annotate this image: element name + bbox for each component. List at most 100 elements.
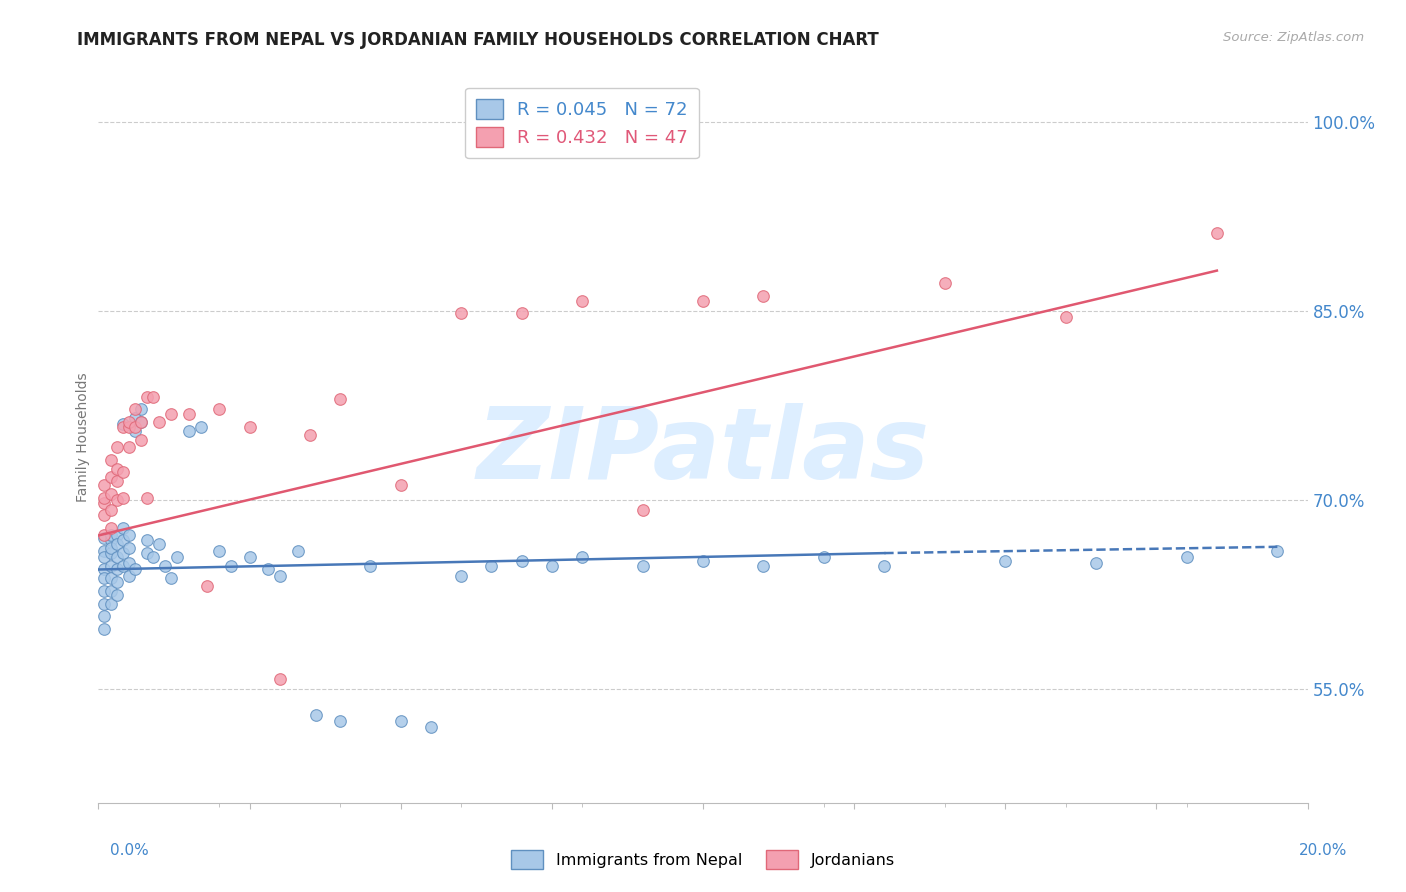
Point [195,579,218,593]
Point [166,549,188,564]
Point [692,554,714,568]
Point [239,420,262,434]
Point [118,541,141,555]
Point [1206,226,1229,240]
Point [124,424,146,438]
Text: 20.0%: 20.0% [1299,843,1347,858]
Point [124,420,146,434]
Point [135,390,157,404]
Point [118,528,141,542]
Point [105,549,128,564]
Point [873,558,896,573]
Point [510,306,533,320]
Point [111,420,134,434]
Point [1267,543,1289,558]
Point [129,415,152,429]
Text: IMMIGRANTS FROM NEPAL VS JORDANIAN FAMILY HOUSEHOLDS CORRELATION CHART: IMMIGRANTS FROM NEPAL VS JORDANIAN FAMIL… [77,31,879,49]
Point [105,575,128,590]
Y-axis label: Family Households: Family Households [76,372,90,502]
Point [100,521,122,535]
Point [105,461,128,475]
Point [100,503,122,517]
Point [1085,556,1108,570]
Point [360,558,382,573]
Point [329,714,352,728]
Point [100,487,122,501]
Text: Source: ZipAtlas.com: Source: ZipAtlas.com [1223,31,1364,45]
Point [93,528,115,542]
Point [93,496,115,510]
Point [124,402,146,417]
Point [111,558,134,573]
Point [692,293,714,308]
Point [305,707,328,722]
Point [111,466,134,480]
Point [389,478,412,492]
Point [105,537,128,551]
Point [105,562,128,576]
Point [208,402,231,417]
Point [179,408,201,422]
Point [111,491,134,505]
Point [135,533,157,548]
Point [813,549,835,564]
Point [118,420,141,434]
Point [93,543,115,558]
Point [179,424,201,438]
Point [124,562,146,576]
Point [752,558,775,573]
Point [571,549,593,564]
Point [118,569,141,583]
Point [135,546,157,560]
Point [118,556,141,570]
Point [450,569,472,583]
Point [100,528,122,542]
Point [190,420,212,434]
Point [93,508,115,523]
Point [160,571,183,585]
Point [934,277,956,291]
Point [118,440,141,454]
Point [135,491,157,505]
Point [420,720,443,734]
Point [93,609,115,624]
Point [100,533,122,548]
Point [118,415,141,429]
Point [239,549,262,564]
Point [148,415,170,429]
Point [510,554,533,568]
Point [100,541,122,555]
Point [208,543,231,558]
Point [100,558,122,573]
Point [93,597,115,611]
Text: 0.0%: 0.0% [110,843,149,858]
Point [540,558,562,573]
Point [329,392,352,407]
Point [1054,310,1077,325]
Point [631,558,654,573]
Point [129,433,152,447]
Point [450,306,472,320]
Point [160,408,183,422]
Point [111,533,134,548]
Point [752,289,775,303]
Point [100,597,122,611]
Point [269,569,291,583]
Text: ZIPatlas: ZIPatlas [477,403,929,500]
Point [100,452,122,467]
Point [148,537,170,551]
Point [481,558,503,573]
Point [93,583,115,598]
Legend: Immigrants from Nepal, Jordanians: Immigrants from Nepal, Jordanians [505,844,901,875]
Point [111,521,134,535]
Point [105,493,128,508]
Point [93,571,115,585]
Legend: R = 0.045   N = 72, R = 0.432   N = 47: R = 0.045 N = 72, R = 0.432 N = 47 [465,87,699,158]
Point [100,571,122,585]
Point [389,714,412,728]
Point [299,427,322,442]
Point [631,503,654,517]
Point [221,558,243,573]
Point [93,562,115,576]
Point [142,390,165,404]
